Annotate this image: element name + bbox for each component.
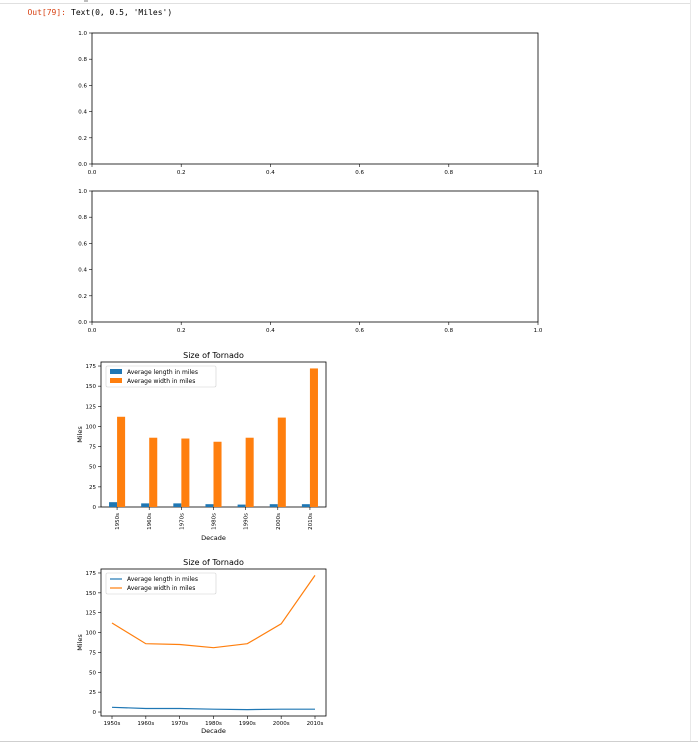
legend-swatch: [110, 378, 122, 383]
bar-width: [277, 417, 286, 507]
bar-length: [237, 504, 246, 507]
x-axis-label: Decade: [201, 727, 226, 735]
y-tick-label: 150: [86, 591, 97, 597]
x-tick-label: 1980s: [205, 721, 222, 727]
bar-width: [245, 437, 254, 507]
y-tick-label: 150: [86, 384, 97, 390]
legend-label: Average length in miles: [127, 369, 198, 376]
x-tick-label: 0.0: [88, 170, 97, 176]
y-tick-label: 100: [86, 424, 97, 430]
y-tick-label: 25: [89, 485, 96, 491]
y-tick-label: 0: [93, 710, 97, 716]
cell-right-border: [690, 0, 691, 741]
bar-length: [205, 504, 214, 507]
series-line-width: [111, 575, 316, 649]
x-tick-label: 0.4: [266, 328, 275, 334]
y-tick-label: 50: [89, 670, 96, 676]
x-tick-label: 1.0: [534, 328, 543, 334]
y-tick-label: 0.2: [78, 294, 87, 300]
x-tick-label: 0.2: [177, 170, 186, 176]
legend-label: Average width in miles: [127, 585, 195, 592]
legend-swatch: [110, 369, 122, 374]
x-tick-label: 0.0: [88, 328, 97, 334]
x-tick-label: 2010s: [308, 513, 314, 530]
x-tick-label: 1960s: [147, 513, 153, 530]
cell-top-border: [0, 0, 690, 4]
y-tick-label: 0.0: [78, 162, 87, 168]
y-tick-label: 50: [89, 465, 96, 471]
chart-title: Size of Tornado: [183, 558, 244, 567]
bar-length: [173, 503, 182, 507]
x-tick-label: 1950s: [115, 513, 121, 530]
x-tick-label: 1990s: [244, 513, 250, 530]
y-tick-label: 25: [89, 690, 96, 696]
y-tick-label: 0.0: [78, 320, 87, 326]
y-tick-label: 0.6: [78, 241, 87, 247]
x-tick-label: 0.6: [355, 170, 364, 176]
bar-width: [181, 438, 190, 507]
x-tick-label: 2000s: [273, 721, 290, 727]
x-tick-label: 1960s: [137, 721, 154, 727]
y-axis-label: Miles: [76, 426, 84, 443]
y-tick-label: 0.4: [78, 110, 87, 116]
legend-box: [105, 572, 217, 595]
x-tick-label: 1970s: [171, 721, 188, 727]
x-tick-label: 0.8: [444, 170, 453, 176]
y-tick-label: 75: [89, 445, 96, 451]
legend-label: Average length in miles: [127, 576, 198, 583]
legend-box: [105, 365, 217, 388]
bar-length: [301, 504, 310, 507]
output-text: Text(0, 0.5, 'Miles'): [71, 8, 173, 17]
x-tick-label: 1970s: [179, 513, 185, 530]
y-tick-label: 1.0: [78, 189, 87, 195]
y-tick-label: 0.4: [78, 268, 87, 274]
y-axis-label: Miles: [76, 634, 84, 651]
bar-length: [141, 503, 150, 507]
legend-label: Average width in miles: [127, 378, 195, 385]
x-tick-label: 0.6: [355, 328, 364, 334]
y-tick-label: 125: [86, 404, 97, 410]
bar-width: [309, 368, 318, 507]
y-tick-label: 125: [86, 611, 97, 617]
x-tick-label: 2000s: [276, 513, 282, 530]
bar-width: [149, 437, 158, 507]
series-line-length: [111, 706, 315, 711]
x-tick-label: 1.0: [534, 170, 543, 176]
x-tick-label: 1950s: [104, 721, 121, 727]
cell-bottom-border: [0, 741, 698, 742]
y-tick-label: 175: [86, 364, 97, 370]
y-tick-label: 0.8: [78, 215, 87, 221]
y-tick-label: 0.2: [78, 136, 87, 142]
bar-width: [117, 416, 126, 507]
y-tick-label: 75: [89, 650, 96, 656]
bar-length: [269, 504, 278, 507]
x-tick-label: 0.4: [266, 170, 275, 176]
x-tick-label: 1990s: [239, 721, 256, 727]
y-tick-label: 100: [86, 631, 97, 637]
y-tick-label: 1.0: [78, 31, 87, 37]
axes-frame-1: [91, 32, 539, 165]
y-tick-label: 175: [86, 571, 97, 577]
bar-width: [213, 441, 222, 507]
x-tick-label: 0.8: [444, 328, 453, 334]
x-tick-label: 1980s: [212, 513, 218, 530]
collapse-handle-icon[interactable]: [84, 0, 88, 2]
x-axis-label: Decade: [201, 534, 226, 542]
y-tick-label: 0: [93, 505, 97, 511]
x-tick-label: 0.2: [177, 328, 186, 334]
y-tick-label: 0.6: [78, 83, 87, 89]
x-tick-label: 2010s: [307, 721, 324, 727]
axes-frame-2: [91, 190, 539, 323]
bar-length: [109, 502, 118, 507]
output-prompt: Out[79]:: [27, 8, 66, 17]
y-tick-label: 0.8: [78, 57, 87, 63]
chart-title: Size of Tornado: [183, 351, 244, 360]
